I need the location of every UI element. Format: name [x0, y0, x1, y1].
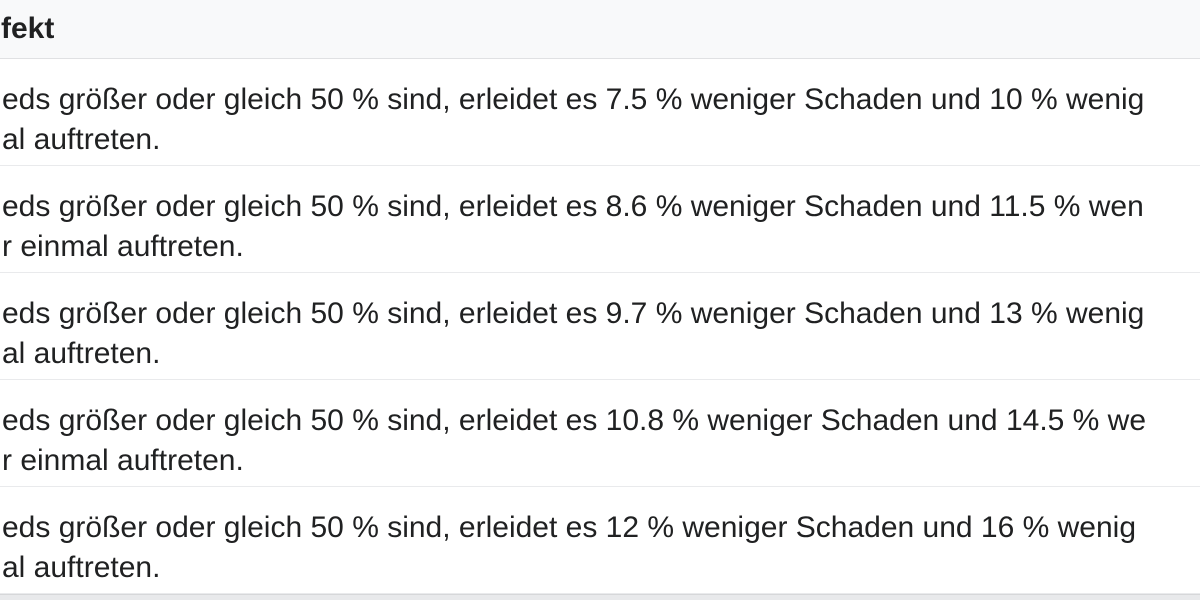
- effect-text-line-1: eds größer oder gleich 50 % sind, erleid…: [2, 83, 1145, 116]
- table-row: eds größer oder gleich 50 % sind, erleid…: [0, 380, 1200, 487]
- effect-text-line-1: eds größer oder gleich 50 % sind, erleid…: [2, 297, 1145, 330]
- effect-text-line-2: al auftreten.: [2, 337, 161, 370]
- effect-text-line-1: eds größer oder gleich 50 % sind, erleid…: [2, 190, 1144, 223]
- effect-text-line-1: eds größer oder gleich 50 % sind, erleid…: [2, 404, 1147, 437]
- table-header-row: fekt: [0, 0, 1200, 59]
- table-row: eds größer oder gleich 50 % sind, erleid…: [0, 273, 1200, 380]
- table-row: eds größer oder gleich 50 % sind, erleid…: [0, 166, 1200, 273]
- table-row: eds größer oder gleich 50 % sind, erleid…: [0, 487, 1200, 594]
- effect-text-line-2: al auftreten.: [2, 123, 161, 156]
- effect-text-line-2: r einmal auftreten.: [2, 444, 244, 477]
- next-row-top-edge: [0, 594, 1200, 600]
- column-header-effekt: fekt: [1, 12, 55, 45]
- table-row: eds größer oder gleich 50 % sind, erleid…: [0, 59, 1200, 166]
- effect-text-line-1: eds größer oder gleich 50 % sind, erleid…: [2, 511, 1137, 544]
- effect-text-line-2: al auftreten.: [2, 551, 161, 584]
- effect-text-line-2: r einmal auftreten.: [2, 230, 244, 263]
